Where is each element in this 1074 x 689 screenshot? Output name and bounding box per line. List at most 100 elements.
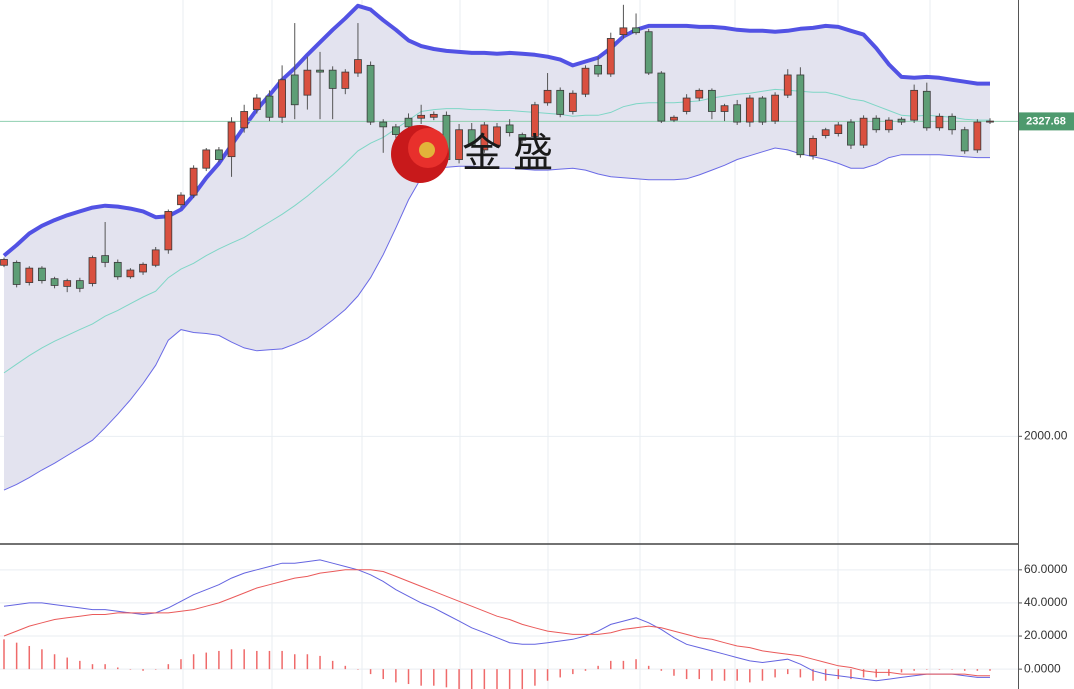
candle-body bbox=[151, 249, 160, 266]
histogram-bar bbox=[357, 669, 359, 670]
candle-body bbox=[682, 97, 691, 112]
candle-body bbox=[568, 92, 577, 112]
logo-mark bbox=[419, 142, 435, 158]
candle-body bbox=[632, 27, 640, 34]
candle-body bbox=[657, 72, 666, 122]
last-price-label: 2327.68 bbox=[1026, 115, 1066, 127]
last-price-box bbox=[1019, 112, 1074, 131]
histogram-bar bbox=[913, 669, 915, 671]
candle-body bbox=[619, 27, 628, 35]
candle-body bbox=[354, 59, 362, 74]
histogram-bar bbox=[584, 669, 587, 671]
candle-body bbox=[38, 267, 46, 282]
band-lower bbox=[3, 147, 990, 491]
candle-body bbox=[202, 149, 211, 169]
candle-body bbox=[745, 97, 754, 123]
candle-body bbox=[594, 64, 603, 75]
histogram-bar bbox=[837, 669, 840, 680]
histogram-bar bbox=[534, 669, 536, 686]
candle-body bbox=[505, 124, 514, 134]
histogram-bar bbox=[256, 650, 258, 670]
candle-body bbox=[606, 38, 615, 75]
candle-body bbox=[12, 261, 21, 285]
histogram-bar bbox=[180, 659, 182, 670]
band-area bbox=[4, 5, 990, 491]
histogram-bar bbox=[926, 669, 928, 670]
candle-body bbox=[88, 257, 97, 284]
candle-body bbox=[708, 89, 716, 112]
candle-body bbox=[531, 104, 539, 137]
y-tick-label: 40.0000 bbox=[1024, 595, 1068, 609]
candle-body bbox=[859, 117, 868, 146]
candle-body bbox=[644, 31, 653, 74]
candle-body bbox=[518, 134, 527, 141]
histogram-bar bbox=[483, 669, 486, 689]
candle-body bbox=[821, 129, 830, 136]
histogram-bar bbox=[3, 639, 5, 670]
histogram-bar bbox=[15, 642, 18, 670]
histogram-bar bbox=[420, 669, 422, 686]
candle-body bbox=[556, 89, 565, 115]
candle-body bbox=[986, 120, 994, 123]
candle-body bbox=[278, 79, 286, 118]
candle-body bbox=[922, 90, 931, 129]
y-tick-label: 20.0000 bbox=[1024, 628, 1068, 642]
candle-body bbox=[910, 89, 919, 121]
histogram-bar bbox=[723, 669, 726, 681]
candle-body bbox=[493, 126, 501, 146]
candle-body bbox=[391, 126, 400, 135]
candle-body bbox=[948, 115, 956, 131]
y-tick-label: 60.0000 bbox=[1024, 562, 1068, 576]
histogram-bar bbox=[268, 650, 271, 670]
histogram-bar bbox=[154, 669, 157, 670]
candle-body bbox=[164, 211, 173, 251]
candle-body bbox=[227, 121, 236, 158]
candle-body bbox=[240, 111, 249, 129]
histogram-bar bbox=[104, 664, 106, 670]
candle-body bbox=[897, 118, 906, 123]
candle-body bbox=[50, 278, 59, 286]
candle-body bbox=[758, 97, 767, 123]
histogram-bar bbox=[445, 669, 448, 688]
candle-body bbox=[720, 105, 729, 112]
histogram-bar bbox=[799, 669, 802, 678]
histogram-bar bbox=[900, 669, 903, 673]
histogram-bar bbox=[521, 669, 524, 689]
histogram-bar bbox=[963, 669, 966, 671]
histogram-bar bbox=[66, 657, 68, 670]
candle-body bbox=[695, 89, 704, 99]
candle-body bbox=[960, 129, 969, 152]
histogram-bar bbox=[546, 669, 549, 681]
candle-body bbox=[328, 69, 337, 89]
histogram-bar bbox=[875, 669, 877, 678]
histogram-bar bbox=[786, 669, 789, 675]
histogram-bar bbox=[660, 669, 663, 671]
candle-body bbox=[935, 115, 944, 129]
histogram-bar bbox=[736, 669, 738, 681]
histogram-bar bbox=[433, 669, 435, 686]
histogram-bar bbox=[610, 660, 612, 670]
histogram-bar bbox=[989, 669, 991, 671]
candle-body bbox=[75, 280, 84, 289]
histogram-bar bbox=[53, 654, 56, 670]
candle-body bbox=[139, 263, 147, 273]
histogram-bar bbox=[951, 669, 953, 670]
histogram-bar bbox=[749, 669, 751, 683]
histogram-bar bbox=[774, 669, 776, 678]
candle-body bbox=[25, 267, 34, 283]
histogram-bar bbox=[319, 655, 321, 670]
candle-body bbox=[177, 194, 185, 206]
histogram-bar bbox=[673, 669, 675, 676]
candle-body bbox=[126, 269, 135, 278]
histogram-bar bbox=[976, 669, 979, 671]
candle-body bbox=[847, 121, 855, 146]
candle-body bbox=[429, 113, 438, 118]
histogram-bar bbox=[243, 649, 245, 670]
candle-body bbox=[796, 74, 805, 156]
y-tick-label: 2000.00 bbox=[1024, 428, 1068, 442]
candle-body bbox=[303, 69, 312, 96]
histogram-bar bbox=[597, 665, 599, 670]
candle-body bbox=[884, 119, 893, 131]
